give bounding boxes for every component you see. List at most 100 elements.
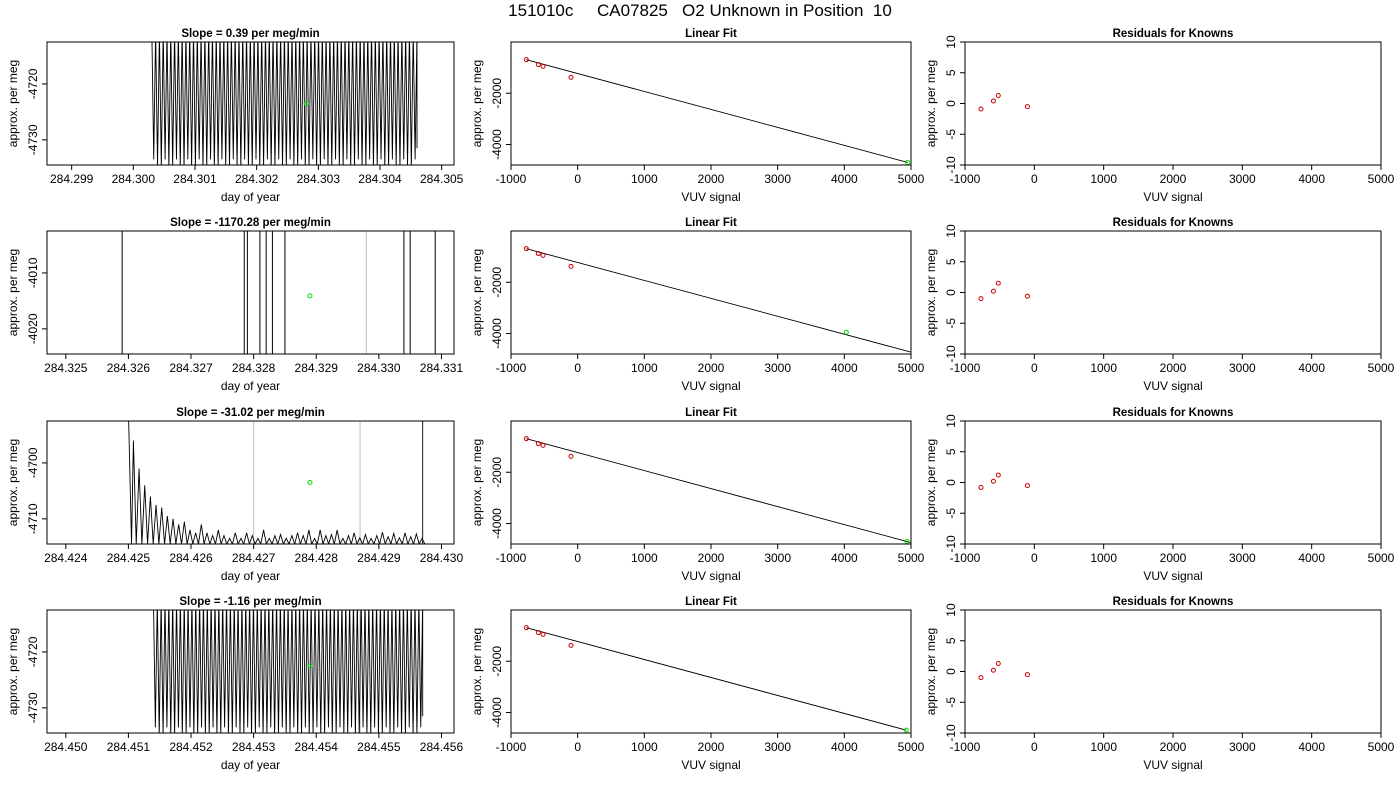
y-tick-label: -4010 [26, 257, 40, 288]
x-tick-label: 2000 [698, 361, 725, 375]
panel-3-1: Slope = -31.02 per meg/min 284.424 284.425… [6, 407, 463, 583]
panel-2-1: Slope = -1170.28 per meg/min 284.325 284.3… [6, 217, 463, 393]
known-point [535, 630, 541, 636]
panel-title: Linear Fit [685, 596, 737, 608]
x-axis-label: day of year [221, 569, 280, 583]
x-tick-label: 1000 [631, 361, 658, 375]
plot-area [978, 93, 1030, 112]
residual-point [990, 478, 996, 484]
y-tick-label: -4000 [490, 697, 504, 728]
x-tick-label: 284.331 [420, 361, 464, 375]
x-tick-label: 3000 [764, 172, 791, 186]
residual-point [1024, 672, 1030, 678]
residual-point [995, 661, 1001, 667]
known-point [535, 441, 541, 447]
x-tick-label: 3000 [1229, 361, 1256, 375]
fit-line [526, 248, 911, 353]
x-tick-label: 0 [1031, 740, 1038, 754]
x-axis-label: day of year [221, 379, 280, 393]
y-tick-label: -4710 [26, 503, 40, 534]
residual-point [1024, 483, 1030, 489]
x-tick-label: 4000 [1298, 740, 1325, 754]
y-tick-label: -10 [944, 724, 958, 742]
x-axis-label: VUV signal [681, 379, 740, 393]
x-tick-label: 4000 [1298, 172, 1325, 186]
x-tick-label: 284.326 [107, 361, 151, 375]
x-tick-label: 4000 [831, 172, 858, 186]
y-axis-label: approx. per meg [470, 249, 484, 336]
x-axis-label: VUV signal [1143, 379, 1202, 393]
y-axis-label: approx. per meg [6, 60, 20, 147]
known-point [568, 74, 574, 80]
x-tick-label: 2000 [698, 551, 725, 565]
y-tick-label: -5 [944, 508, 958, 519]
x-tick-label: 284.455 [357, 740, 401, 754]
y-tick-label: 10 [944, 224, 958, 238]
panel-1-3: Residuals for Knowns -1000 0 1000 2000 3000 40… [924, 28, 1395, 204]
x-tick-label: 284.454 [295, 740, 339, 754]
x-axis-label: VUV signal [681, 190, 740, 204]
x-tick-label: 4000 [1298, 361, 1325, 375]
x-axis-label: VUV signal [1143, 569, 1202, 583]
known-point [568, 642, 574, 648]
x-axis-label: VUV signal [1143, 190, 1202, 204]
known-point [523, 57, 529, 63]
signal-trace [151, 42, 418, 165]
x-tick-label: 1000 [1090, 172, 1117, 186]
unknown-point [905, 159, 911, 165]
y-axis-label: approx. per meg [924, 249, 938, 336]
plot-frame [964, 609, 1382, 734]
panel-3-2: Linear Fit -1000 0 1000 2000 3000 4000 5000 VUV … [470, 407, 925, 583]
x-tick-label: 2000 [698, 740, 725, 754]
y-tick-label: -4730 [26, 692, 40, 723]
unknown-point [307, 480, 313, 485]
unknown-point [307, 293, 313, 299]
x-tick-label: -1000 [496, 361, 527, 375]
unknown-point [307, 663, 313, 669]
x-tick-label: -1000 [950, 172, 981, 186]
x-tick-label: 284.427 [232, 551, 276, 565]
x-tick-label: 1000 [631, 172, 658, 186]
x-tick-label: -1000 [950, 551, 981, 565]
panel-4-3: Residuals for Knowns -1000 0 1000 2000 3000 40… [924, 596, 1395, 772]
x-tick-label: 284.302 [235, 172, 279, 186]
unknown-point [843, 329, 849, 335]
y-tick-label: 10 [944, 414, 958, 428]
residual-point [990, 288, 996, 294]
x-axis-label: VUV signal [1143, 758, 1202, 772]
known-point [540, 252, 546, 258]
known-point [535, 62, 541, 68]
y-tick-label: -4000 [490, 508, 504, 539]
x-tick-label: 1000 [631, 551, 658, 565]
plot-frame [510, 420, 912, 545]
signal-trace [128, 421, 426, 544]
x-tick-label: 4000 [1298, 551, 1325, 565]
y-tick-label: 5 [944, 448, 958, 455]
x-tick-label: 284.456 [420, 740, 464, 754]
panel-title: Slope = 0.39 per meg/min [181, 28, 319, 40]
plot-area [153, 610, 424, 733]
y-tick-label: 5 [944, 258, 958, 265]
y-axis-label: approx. per meg [6, 439, 20, 526]
x-tick-label: 284.426 [169, 551, 213, 565]
residual-point [1024, 104, 1030, 110]
known-point [568, 263, 574, 269]
y-tick-label: -4000 [490, 318, 504, 349]
plot-frame [964, 230, 1382, 355]
x-tick-label: 5000 [1368, 172, 1395, 186]
x-tick-label: 284.425 [107, 551, 151, 565]
y-tick-label: 5 [944, 637, 958, 644]
panel-3-3: Residuals for Knowns -1000 0 1000 2000 3000 40… [924, 407, 1395, 583]
x-axis-label: VUV signal [681, 758, 740, 772]
fit-line [526, 627, 907, 731]
known-point [540, 631, 546, 637]
x-tick-label: 284.304 [358, 172, 402, 186]
x-tick-label: 1000 [631, 740, 658, 754]
x-tick-label: 284.301 [173, 172, 217, 186]
plot-area [523, 246, 911, 353]
panel-4-2: Linear Fit -1000 0 1000 2000 3000 4000 5000 VUV … [470, 596, 925, 772]
x-tick-label: 284.430 [420, 551, 464, 565]
x-tick-label: 2000 [1160, 172, 1187, 186]
x-tick-label: 0 [574, 740, 581, 754]
y-tick-label: 0 [944, 479, 958, 486]
